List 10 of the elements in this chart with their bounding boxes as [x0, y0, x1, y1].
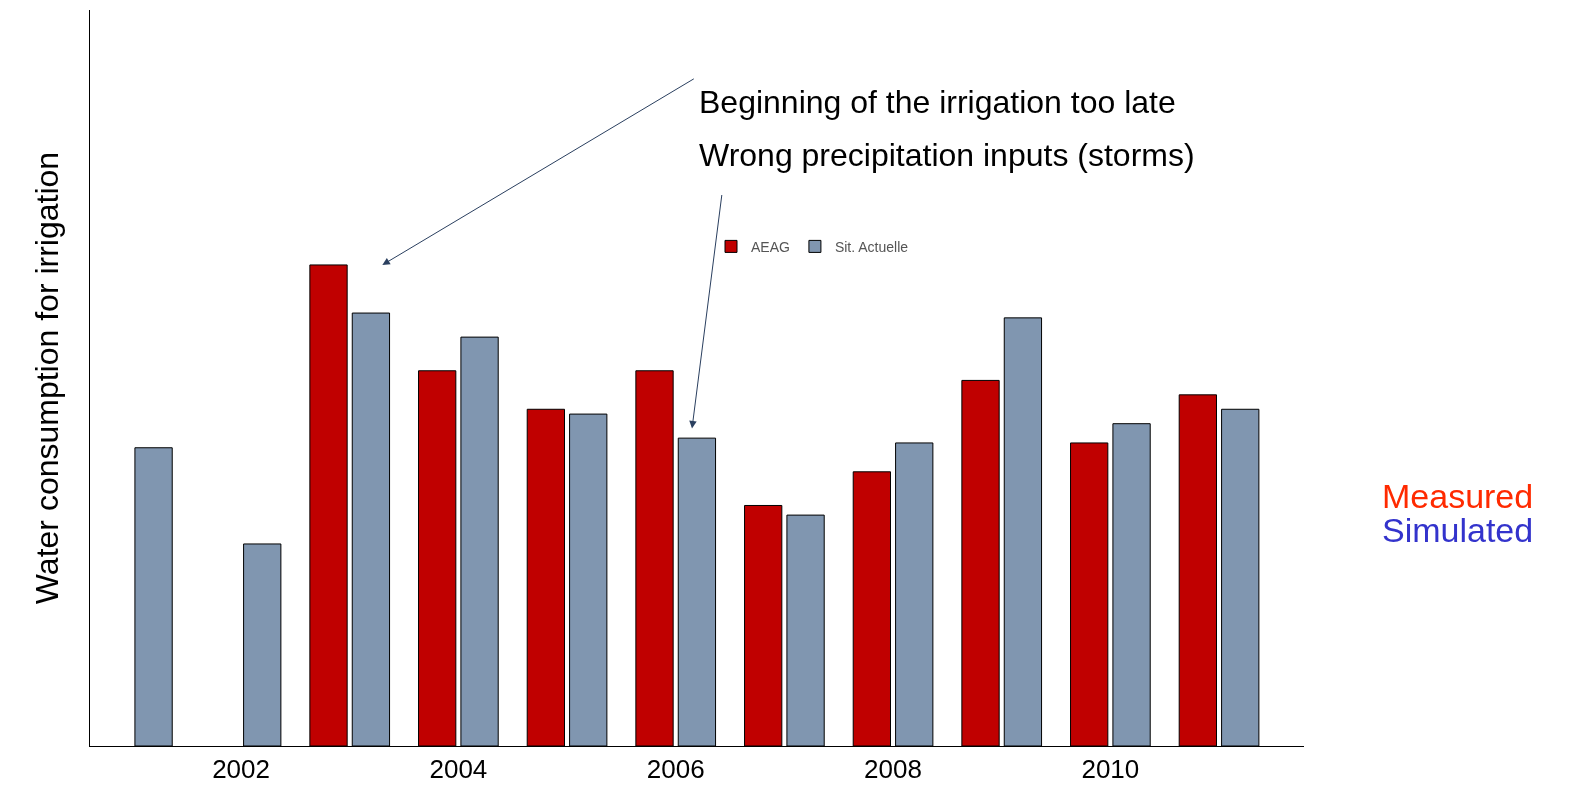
x-tick-label: 2010 — [1081, 754, 1140, 785]
text: Beginning of the irrigation too late — [699, 84, 1176, 120]
y-axis-title: Water consumption for irrigation — [29, 151, 66, 605]
legend-label: Sit. Actuelle — [834, 238, 909, 255]
x-tick-label: 2004 — [429, 754, 488, 785]
text: Wrong precipitation inputs (storms) — [699, 137, 1195, 173]
legend-label: AEAG — [751, 238, 790, 255]
x-tick-label: 2006 — [646, 754, 705, 785]
x-tick-label: 2008 — [864, 754, 922, 785]
x-tick-label: 2002 — [212, 754, 270, 785]
